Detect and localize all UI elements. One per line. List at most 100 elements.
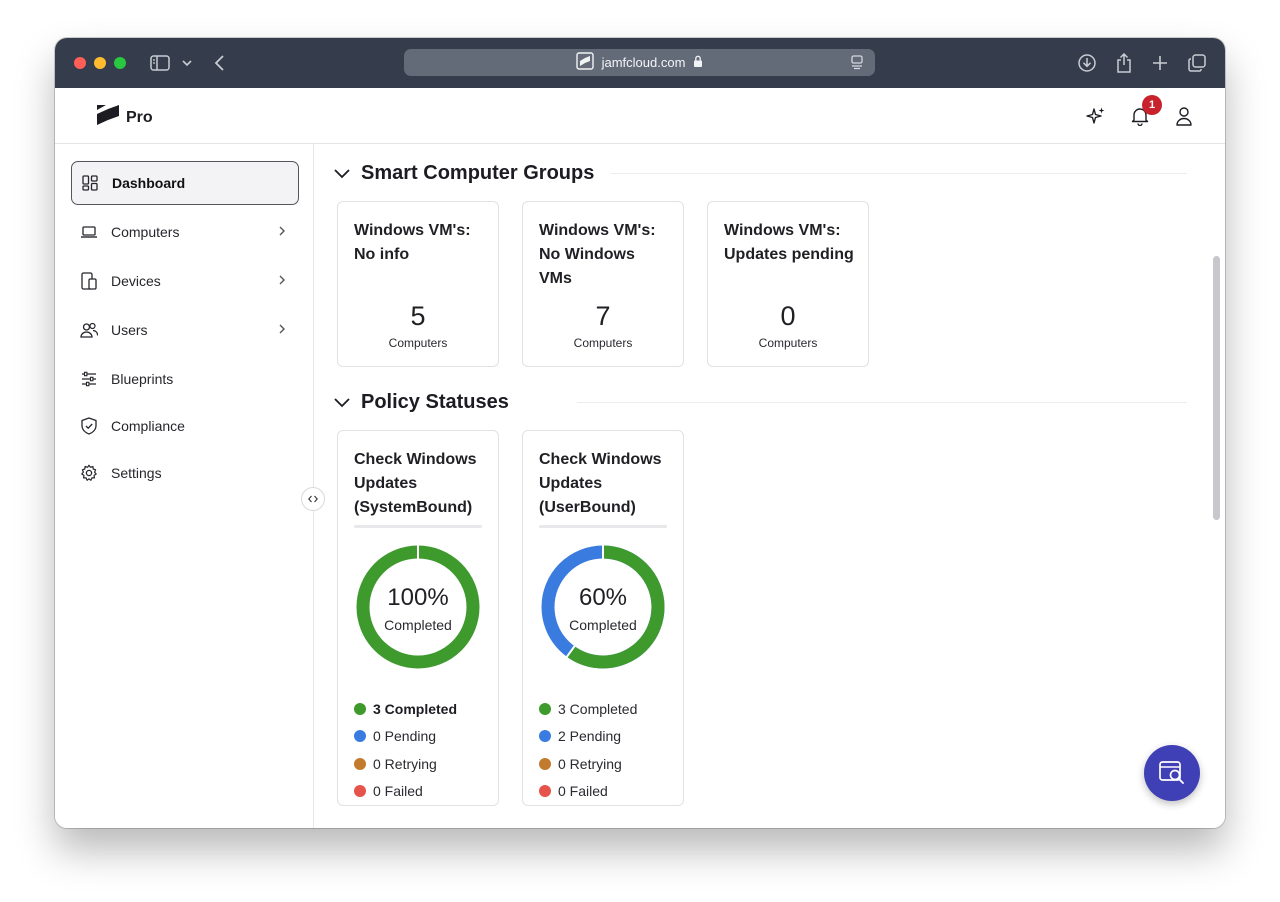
smart-group-card[interactable]: Windows VM's: No Windows VMs 7 Computers (522, 201, 684, 367)
card-unit: Computers (758, 336, 818, 350)
sidebar-item-settings[interactable]: Settings (71, 451, 299, 495)
user-account-icon[interactable] (1172, 104, 1196, 128)
sidebar-nav: Dashboard Computers Devices Users (55, 144, 314, 828)
card-title: Windows VM's: No info (354, 222, 471, 263)
chevron-right-icon (279, 324, 285, 334)
users-icon (80, 321, 98, 339)
legend-label: 0 Failed (373, 783, 423, 800)
smart-group-card[interactable]: Windows VM's: No info 5 Computers (337, 201, 499, 367)
sidebar-item-label: Devices (111, 273, 161, 289)
gear-icon (80, 464, 98, 482)
sidebar-item-label: Blueprints (111, 371, 174, 387)
chevron-right-icon (279, 226, 285, 236)
legend-item-failed: 0 Failed (539, 778, 637, 806)
donut-percent: 60% (578, 584, 628, 611)
legend-label: 3 Completed (558, 700, 638, 717)
status-dot (539, 785, 551, 798)
status-legend: 3 Completed 0 Pending 0 Retrying 0 Faile… (354, 695, 457, 805)
sidebar-item-label: Settings (111, 465, 162, 481)
dashboard-icon (81, 174, 99, 192)
jamf-logo-icon (97, 105, 119, 130)
smart-groups-section-header[interactable]: Smart Computer Groups (333, 162, 594, 185)
donut-caption: Completed (384, 617, 452, 633)
sidebar-toggle-icon[interactable] (148, 51, 172, 75)
card-count: 0 (780, 301, 796, 331)
new-tab-plus-icon[interactable] (1148, 51, 1172, 75)
card-unit: Computers (388, 336, 448, 350)
download-icon[interactable] (1075, 51, 1099, 75)
shield-check-icon (80, 417, 98, 435)
legend-item-completed: 3 Completed (539, 695, 637, 723)
legend-label: 2 Pending (558, 728, 622, 745)
ai-sparkle-icon[interactable] (1084, 104, 1108, 128)
reader-view-icon[interactable] (849, 54, 865, 73)
status-dot (539, 730, 551, 743)
section-title: Policy Statuses (361, 391, 509, 413)
legend-label: 3 Completed (373, 700, 458, 717)
legend-item-retrying: 0 Retrying (354, 750, 457, 778)
policy-status-card[interactable]: Check Windows Updates (SystemBound) 100%… (337, 430, 499, 806)
status-legend: 3 Completed 2 Pending 0 Retrying 0 Faile… (539, 695, 637, 805)
dashboard-main: Smart Computer Groups Windows VM's: No i… (315, 144, 1225, 828)
completion-donut-chart (356, 544, 480, 669)
browser-titlebar: jamfcloud.com (55, 38, 1225, 88)
section-title: Smart Computer Groups (361, 162, 595, 184)
browser-window: jamfcloud.com Pro (55, 38, 1225, 828)
chevron-down-icon (334, 397, 350, 407)
chevron-right-icon (279, 275, 285, 285)
legend-label: 0 Failed (558, 783, 608, 800)
address-bar[interactable]: jamfcloud.com (404, 49, 875, 76)
status-dot (354, 730, 366, 743)
sliders-icon (80, 370, 98, 388)
search-inventory-button[interactable] (1144, 745, 1200, 801)
sidebar-item-label: Dashboard (112, 175, 186, 191)
search-window-icon (1159, 761, 1184, 784)
share-icon[interactable] (1112, 51, 1136, 75)
card-title: Windows VM's: No Windows VMs (539, 222, 656, 287)
section-divider (611, 173, 1187, 174)
policy-statuses-section-header[interactable]: Policy Statuses (333, 391, 509, 414)
chevron-down-icon[interactable] (175, 51, 199, 75)
status-dot (354, 702, 366, 715)
card-count: 5 (410, 301, 426, 331)
legend-label: 0 Pending (373, 728, 437, 745)
sidebar-item-computers[interactable]: Computers (71, 210, 299, 254)
legend-label: 0 Retrying (558, 755, 622, 772)
main-scrollbar[interactable] (1213, 256, 1220, 520)
policy-status-card[interactable]: Check Windows Updates (UserBound) 60% Co… (522, 430, 684, 806)
legend-item-completed: 3 Completed (354, 695, 457, 723)
sidebar-item-label: Users (111, 322, 148, 338)
sidebar-item-dashboard[interactable]: Dashboard (71, 161, 299, 205)
donut-caption: Completed (569, 617, 637, 633)
app-name: Pro (126, 108, 153, 126)
legend-item-retrying: 0 Retrying (539, 750, 637, 778)
laptop-icon (80, 223, 98, 241)
sidebar-item-compliance[interactable]: Compliance (71, 404, 299, 448)
card-title: Check Windows Updates (UserBound) (539, 451, 662, 516)
lock-icon (693, 55, 703, 71)
smart-group-card[interactable]: Windows VM's: Updates pending 0 Computer… (707, 201, 869, 367)
back-arrow-icon[interactable] (208, 51, 232, 75)
card-count: 7 (595, 301, 611, 331)
card-title: Check Windows Updates (SystemBound) (354, 451, 477, 516)
tab-overview-icon[interactable] (1185, 51, 1209, 75)
legend-item-pending: 2 Pending (539, 723, 637, 751)
donut-boundary-separator (565, 644, 576, 659)
app-logo[interactable]: Pro (97, 105, 153, 130)
status-dot (539, 702, 551, 715)
status-dot (354, 757, 366, 770)
status-dot (539, 757, 551, 770)
app-header: Pro 1 (55, 88, 1225, 144)
close-window-button[interactable] (74, 57, 86, 69)
sidebar-item-blueprints[interactable]: Blueprints (71, 357, 299, 401)
maximize-window-button[interactable] (114, 57, 126, 69)
card-title: Windows VM's: Updates pending (724, 222, 854, 263)
minimize-window-button[interactable] (94, 57, 106, 69)
card-unit: Computers (573, 336, 633, 350)
url-text: jamfcloud.com (601, 55, 686, 70)
sidebar-collapse-button[interactable] (301, 487, 325, 511)
sidebar-item-label: Compliance (111, 418, 185, 434)
sidebar-item-users[interactable]: Users (71, 308, 299, 352)
legend-item-failed: 0 Failed (354, 778, 457, 806)
sidebar-item-devices[interactable]: Devices (71, 259, 299, 303)
